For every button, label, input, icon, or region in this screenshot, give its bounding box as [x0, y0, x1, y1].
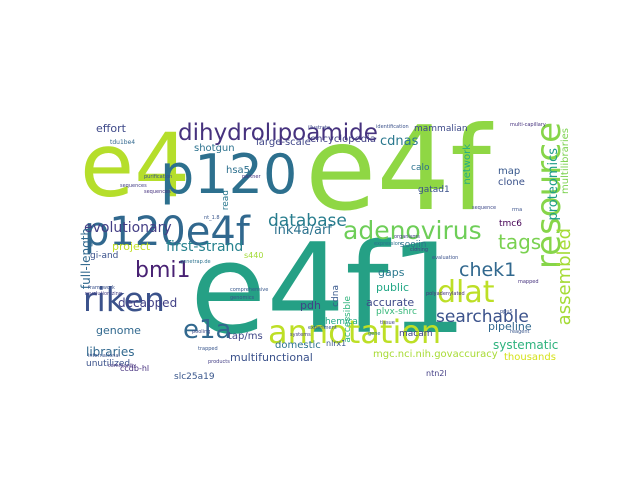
- cloud-word: database: [268, 211, 347, 231]
- cloud-word-small: framework: [88, 285, 115, 291]
- cloud-word: effort: [96, 122, 126, 135]
- cloud-word: public: [376, 281, 410, 294]
- cloud-word-small: community: [108, 363, 137, 369]
- cloud-word: tmc6: [499, 219, 522, 229]
- cloud-word: project: [112, 240, 151, 253]
- cloud-word: unutilized: [86, 359, 131, 369]
- cloud-word-small: illustrate: [308, 125, 331, 131]
- cloud-word: tags: [498, 230, 542, 254]
- cloud-word: gatad1: [418, 185, 450, 195]
- cloud-word: e4f1: [190, 218, 468, 362]
- cloud-word-small: mapped: [518, 279, 539, 285]
- cloud-word: slc25a19: [174, 372, 215, 382]
- cloud-word: first-strand: [166, 239, 244, 255]
- cloud-word: proteomics: [546, 148, 561, 221]
- cloud-word: chemical: [320, 317, 361, 327]
- cloud-word: dihydrolipoamide: [178, 120, 378, 146]
- cloud-word: cdna: [331, 285, 341, 307]
- cloud-word: shotgun: [194, 143, 235, 154]
- cloud-word-small: polyadenylated: [426, 291, 465, 297]
- cloud-word: large-scale: [256, 137, 311, 148]
- cloud-word: thousands: [504, 352, 556, 363]
- cloud-word: mammalian: [414, 124, 468, 134]
- cloud-word: map: [498, 166, 521, 177]
- cloud-word: multilibraries: [560, 128, 571, 194]
- cloud-word: riken: [83, 280, 165, 319]
- cloud-word: read: [221, 190, 231, 211]
- cloud-word: cdnas: [380, 134, 419, 149]
- cloud-word-small: ppu5: [500, 309, 513, 315]
- cloud-word-small: tdu1be4: [110, 139, 136, 146]
- cloud-word-small: cloning: [410, 247, 429, 253]
- cloud-word: e4f: [305, 102, 492, 237]
- cloud-word: adenovirus: [343, 216, 482, 245]
- cloud-word-small: sequence: [472, 205, 497, 211]
- word-cloud-panel: e4f1 e4f e4 p120 p120e4f annotation dihy…: [79, 112, 576, 382]
- cloud-word-small: identification: [376, 124, 409, 130]
- cloud-word-small: genetrap.de: [180, 259, 211, 265]
- cloud-word: e1a: [183, 315, 232, 345]
- cloud-word-small: comprehensive: [230, 287, 269, 293]
- cloud-word-small: multi-capillary: [510, 122, 546, 128]
- cloud-word: encyclopedia: [310, 134, 377, 145]
- cloud-word: hsa5: [226, 165, 251, 176]
- cloud-word-small: nt_1.8: [204, 215, 220, 221]
- cloud-word-small: purification: [144, 174, 173, 180]
- cloud-word: gi-and: [90, 251, 119, 261]
- cloud-word-small: evaluation: [432, 255, 459, 261]
- cloud-word: chek1: [459, 259, 517, 281]
- cloud-word-small: genomics: [230, 295, 255, 301]
- cloud-word: s440: [244, 251, 264, 260]
- cloud-word: e4: [80, 114, 191, 217]
- cloud-word-small: pooling: [192, 329, 211, 335]
- cloud-word: clone: [498, 177, 525, 188]
- cloud-word: ink4a/arf: [274, 223, 332, 238]
- cloud-word: systematic: [493, 338, 559, 352]
- cloud-word-small: sequences: [144, 189, 171, 195]
- cloud-word: bmi1: [135, 258, 191, 283]
- cloud-word: genome: [96, 324, 141, 337]
- cloud-word: pipeline: [488, 320, 532, 333]
- cloud-word: ntn2l: [426, 369, 447, 378]
- cloud-word: accurate: [366, 296, 415, 309]
- cloud-word: decapped: [118, 296, 178, 310]
- cloud-word: tap/ms: [228, 331, 263, 342]
- cloud-word: network: [462, 144, 473, 185]
- cloud-word: soojin: [400, 240, 427, 250]
- cloud-word: evolutionary: [84, 220, 172, 236]
- cloud-word: pdh: [300, 299, 321, 312]
- cloud-word-small: international: [88, 353, 120, 359]
- cloud-word: annotation: [268, 313, 442, 351]
- cloud-word: gaps: [378, 266, 405, 279]
- cloud-word: p120: [160, 143, 298, 206]
- cloud-word: ccdb-hl: [120, 364, 150, 373]
- cloud-word: mgc.nci.nih.govaccuracy: [373, 349, 498, 360]
- cloud-word-small: revolutionizing: [85, 291, 122, 297]
- cloud-word: assembled: [554, 228, 575, 326]
- cloud-word-small: products: [208, 359, 230, 365]
- cloud-word-small: rrna: [512, 207, 523, 213]
- cloud-word: nlrx1: [326, 339, 347, 348]
- cloud-word: calo: [411, 163, 430, 173]
- cloud-word: p120e4f: [84, 209, 250, 255]
- cloud-word: searchable: [436, 307, 529, 327]
- cloud-word-small: systems: [290, 332, 311, 338]
- cloud-word-small: trapped: [198, 346, 218, 352]
- cloud-word: domestic: [275, 340, 321, 351]
- cloud-word: dlat: [437, 275, 495, 310]
- cloud-word: macam: [399, 329, 433, 339]
- cloud-word-small: reagent: [510, 329, 530, 335]
- cloud-word-small: sequences: [120, 183, 147, 189]
- cloud-word-small: tissue: [380, 320, 395, 326]
- cloud-word-small: gene: [368, 331, 381, 337]
- cloud-word: plvx-shrc: [376, 307, 417, 317]
- cloud-word-small: expression: [374, 241, 401, 247]
- cloud-word-small: experiment: [308, 325, 337, 331]
- cloud-word: libraries: [86, 345, 135, 359]
- cloud-word-small: partner: [242, 174, 261, 180]
- cloud-word-small: organisms: [394, 234, 420, 240]
- cloud-word: multifunctional: [230, 351, 313, 364]
